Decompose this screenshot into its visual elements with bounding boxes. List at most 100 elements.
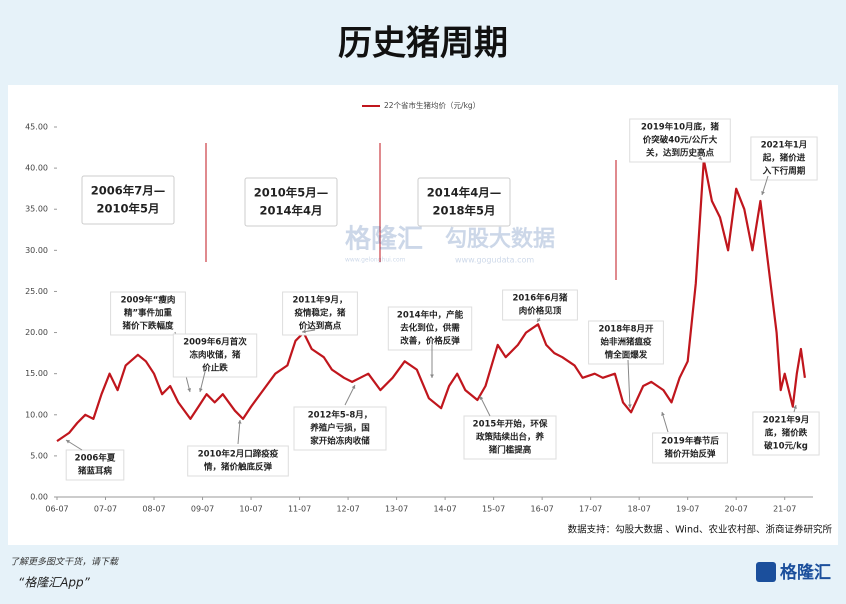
annotation-text: 2021年9月	[763, 415, 810, 426]
period-label: 2014年4月—	[427, 186, 502, 200]
annotation-text: 猪价开始反弹	[663, 449, 716, 460]
annotation-text: 2012年5-8月，	[308, 410, 373, 421]
annotation-text: 破10元/kg	[764, 441, 808, 452]
arrow-head	[661, 412, 665, 416]
annotation-box	[110, 291, 186, 336]
annotation-text: 2006年夏	[75, 453, 116, 464]
legend-label: 22个省市生猪均价（元/kg）	[384, 100, 480, 110]
x-tick-label: 13-07	[385, 505, 408, 514]
y-tick-label: 0.00	[30, 493, 48, 502]
annotation-text: 疫情稳定，猪	[294, 308, 346, 319]
annotation-box	[187, 445, 289, 477]
annotation-text: 底，猪价跌	[765, 428, 808, 439]
x-tick-label: 16-07	[531, 505, 554, 514]
arrow-head	[198, 388, 203, 392]
x-tick-label: 15-07	[482, 505, 505, 514]
annotation-text: 2019年10月底，猪	[641, 122, 719, 133]
annotation-arrow	[237, 419, 241, 445]
arrow-head	[66, 440, 70, 444]
period-label: 2014年4月	[259, 204, 322, 218]
annotation-text: 2015年开始，环保	[473, 419, 548, 430]
annotation-text: 2021年1月	[761, 140, 808, 151]
annotation-text: 2009年“瘦肉	[121, 295, 176, 306]
logo: 格隆汇	[780, 562, 831, 583]
annotation-box	[282, 291, 358, 336]
source: 数据支持：勾股大数据 、Wind、农业农村部、浙商证券研究所	[568, 524, 833, 536]
watermark-text: 勾股大数据	[445, 226, 555, 252]
period-box	[417, 177, 511, 227]
annotation-text: 猪门槛提高	[488, 445, 532, 456]
x-tick-label: 21-07	[773, 505, 796, 514]
y-tick-label: 30.00	[25, 246, 48, 255]
annotation-box	[629, 118, 731, 163]
arrow-head	[430, 374, 434, 378]
x-tick-label: 06-07	[45, 505, 68, 514]
y-tick-label: 25.00	[25, 287, 48, 296]
annotation-text: 改善，价格反弹	[400, 336, 460, 347]
annotation-box	[752, 411, 820, 456]
x-tick-label: 08-07	[142, 505, 165, 514]
annotation-text: 2016年6月猪	[512, 293, 568, 304]
annotation-box	[463, 415, 557, 460]
footer-app: “格隆汇App”	[18, 576, 91, 590]
arrow-head	[351, 385, 356, 389]
watermark-text: www.gelonghui.com	[345, 257, 406, 264]
x-tick-label: 14-07	[433, 505, 456, 514]
annotation-text: 入下行周期	[762, 166, 806, 177]
annotation-text: 2018年8月开	[598, 324, 654, 335]
annotation-box	[588, 320, 664, 365]
annotation-text: 2009年6月首次	[183, 337, 247, 348]
arrow-head	[187, 388, 192, 392]
annotation-text: 肉价格见顶	[519, 306, 562, 317]
annotation-arrow	[627, 359, 631, 409]
period-label: 2010年5月	[96, 202, 159, 216]
y-tick-label: 5.00	[30, 451, 48, 460]
annotation-box	[652, 432, 728, 464]
annotation-text: 始非洲猪瘟疫	[600, 337, 652, 348]
y-tick-label: 10.00	[25, 410, 48, 419]
x-tick-label: 20-07	[725, 505, 748, 514]
annotation-arrow	[344, 384, 356, 406]
x-tick-label: 10-07	[239, 505, 262, 514]
annotation-box	[293, 406, 387, 451]
y-tick-label: 20.00	[25, 328, 48, 337]
annotation-text: 猪价下跌幅度	[121, 321, 174, 332]
x-tick-label: 09-07	[191, 505, 214, 514]
annotation-text: 去化到位，供需	[400, 323, 460, 334]
annotation-box	[387, 306, 473, 351]
annotation-text: 情，猪价触底反弹	[203, 462, 273, 473]
annotation-text: 养殖户亏损，国	[309, 423, 370, 434]
annotation-text: 家开始冻肉收储	[310, 436, 370, 447]
period-label: 2006年7月—	[91, 184, 166, 198]
y-tick-label: 40.00	[25, 164, 48, 173]
annotation-text: 政策陆续出台，养	[476, 432, 545, 443]
arrow-head	[237, 420, 242, 424]
watermark-text: 格隆汇	[345, 224, 423, 255]
annotation-arrow	[479, 395, 491, 417]
logo-icon	[756, 562, 776, 582]
arrow-head	[793, 405, 797, 409]
annotation-text: 冻肉收储，猪	[189, 350, 241, 361]
x-tick-label: 17-07	[579, 505, 602, 514]
arrow-head	[761, 191, 765, 195]
x-tick-label: 18-07	[628, 505, 651, 514]
annotation-text: 价止跌	[202, 363, 228, 374]
watermark: 格隆汇 www.gelonghui.com 勾股大数据 www.gogudata…	[345, 224, 555, 265]
annotation-box	[65, 449, 125, 481]
y-tick-label: 45.00	[25, 123, 48, 132]
period-box	[81, 175, 175, 225]
annotation-text: 价达到高点	[299, 321, 342, 332]
annotation-text: 关，达到历史高点	[646, 148, 715, 159]
arrow-head	[537, 318, 541, 322]
annotation-box	[502, 289, 578, 321]
x-tick-label: 19-07	[676, 505, 699, 514]
price-line	[56, 158, 806, 443]
x-tick-label: 07-07	[94, 505, 117, 514]
period-label: 2018年5月	[432, 204, 495, 218]
footer-text: 了解更多图文干货，请下载	[10, 557, 119, 568]
annotation-text: 情全面爆发	[604, 350, 648, 361]
period-box	[244, 177, 338, 227]
period-label: 2010年5月—	[254, 186, 329, 200]
x-tick-label: 12-07	[336, 505, 359, 514]
